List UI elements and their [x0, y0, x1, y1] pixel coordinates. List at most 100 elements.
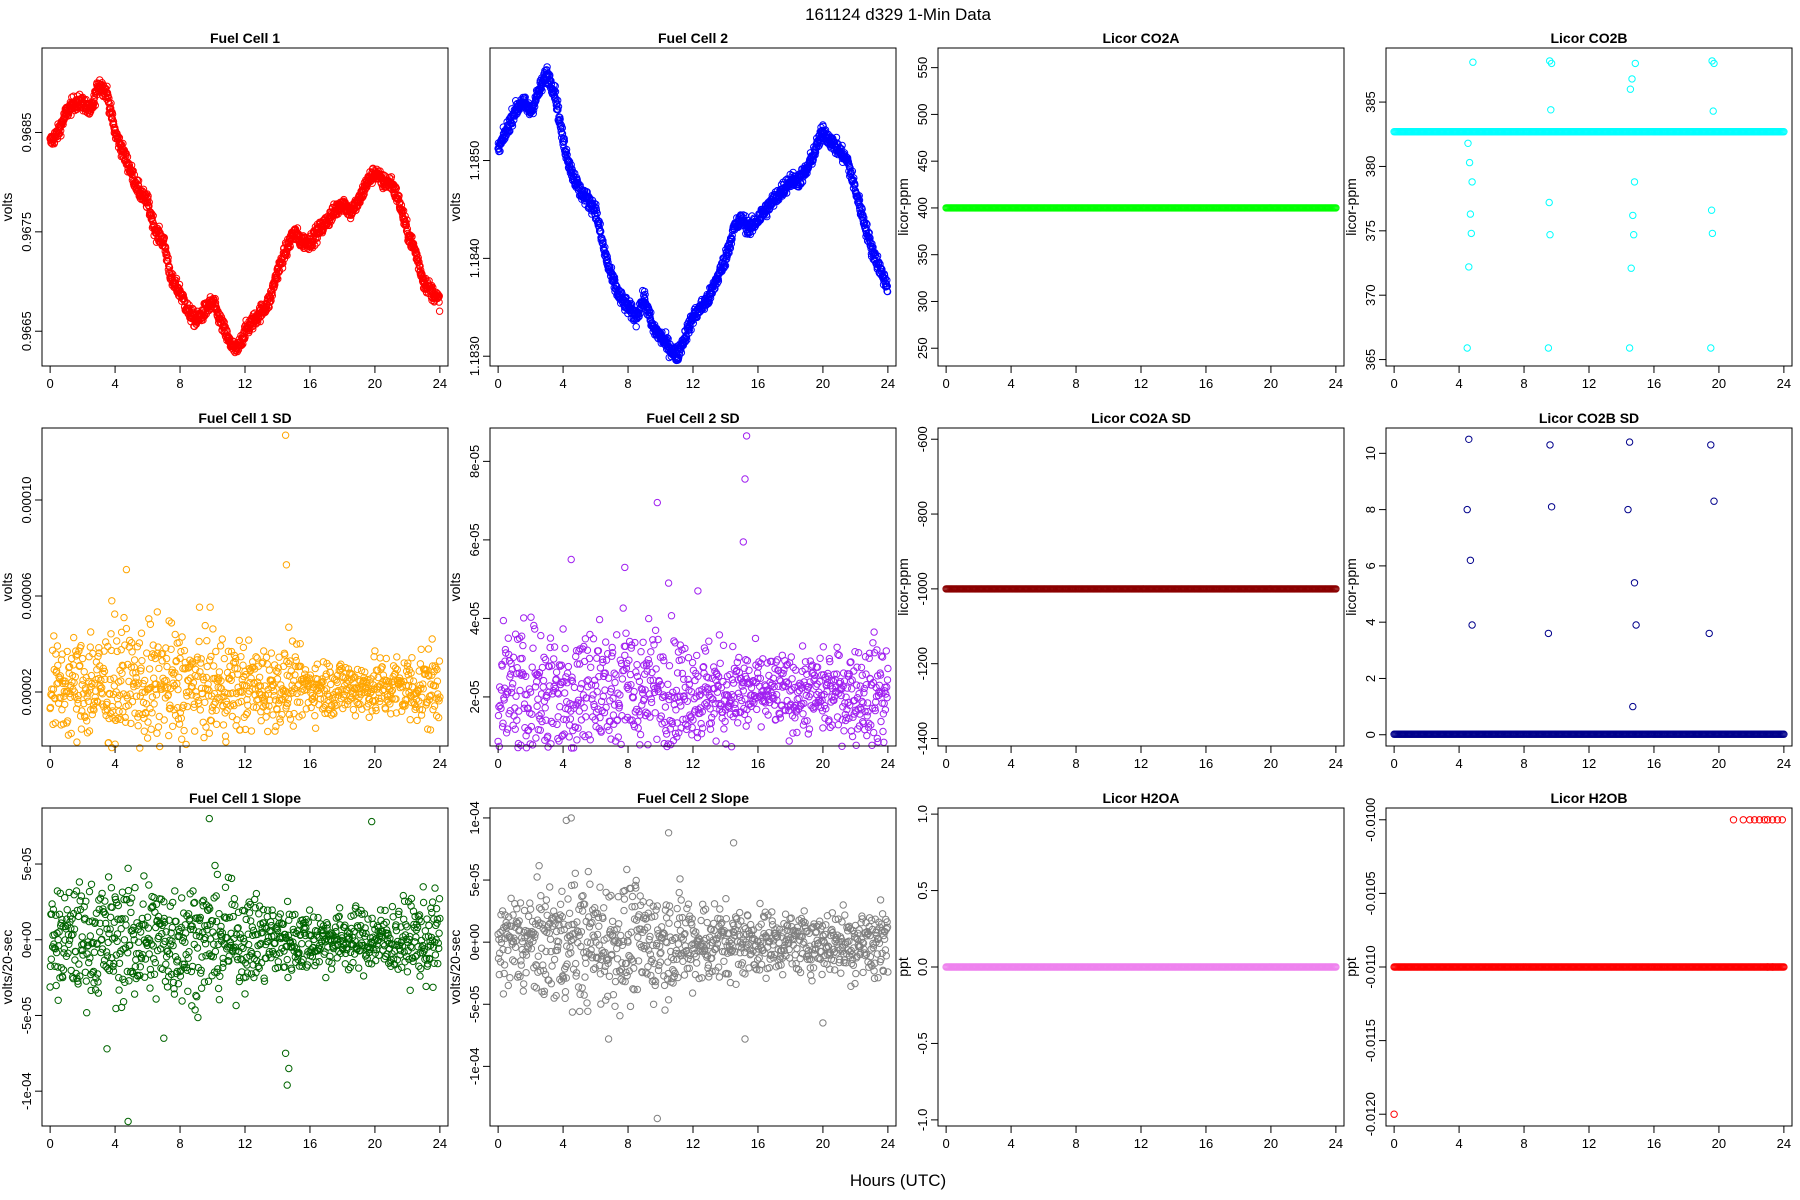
data-point: [203, 637, 211, 645]
data-point: [55, 125, 63, 133]
data-point: [201, 621, 209, 630]
data-point: [353, 665, 362, 674]
y-tick-label: 0.9665: [19, 311, 34, 351]
data-point: [154, 723, 163, 731]
data-point: [160, 716, 168, 724]
data-point: [128, 648, 136, 656]
data-point: [522, 744, 531, 752]
data-point: [351, 712, 360, 720]
data-point: [593, 688, 601, 696]
x-tick-label: 0: [1391, 376, 1398, 391]
data-point: [144, 718, 152, 726]
data-point: [169, 722, 177, 730]
data-point: [264, 727, 272, 736]
data-point: [559, 625, 567, 633]
x-tick-label: 16: [751, 376, 765, 391]
data-point: [206, 603, 214, 611]
data-point: [133, 176, 142, 184]
data-point: [267, 649, 276, 657]
data-point: [289, 722, 297, 730]
data-point: [63, 647, 71, 656]
x-tick-label: 0: [47, 756, 54, 771]
data-point: [265, 666, 274, 674]
y-tick-label: 300: [915, 291, 930, 313]
x-tick-label: 8: [624, 376, 631, 391]
data-point: [160, 233, 169, 242]
data-point: [91, 101, 100, 110]
y-axis-label: licor-ppm: [1343, 178, 1359, 236]
data-point: [553, 720, 561, 729]
data-point: [165, 731, 173, 740]
data-point: [245, 636, 253, 644]
x-tick-label: 20: [368, 376, 382, 391]
figure-xlabel: Hours (UTC): [850, 1171, 946, 1190]
data-point: [1463, 344, 1471, 352]
data-point: [582, 713, 590, 721]
data-point: [120, 613, 128, 622]
data-point: [349, 705, 358, 714]
data-point: [148, 210, 156, 218]
data-point: [83, 729, 92, 737]
data-point: [155, 664, 163, 673]
data-point: [199, 718, 207, 726]
data-point: [232, 722, 240, 730]
data-point: [1465, 263, 1473, 271]
data-point: [552, 668, 561, 676]
y-tick-label: 370: [1363, 284, 1378, 306]
data-point: [235, 636, 244, 645]
data-point: [1707, 206, 1716, 214]
data-point: [80, 668, 88, 676]
data-point: [539, 683, 547, 691]
data-point: [1467, 229, 1476, 238]
panel-title: Licor CO2A: [1102, 30, 1179, 46]
data-point: [147, 725, 155, 733]
data-point: [77, 641, 85, 650]
data-point: [365, 713, 373, 721]
data-point: [228, 712, 237, 721]
data-point: [632, 323, 640, 331]
data-point: [509, 653, 518, 661]
y-tick-label: 0.00006: [19, 573, 34, 620]
data-point: [167, 269, 176, 277]
x-tick-label: 12: [1582, 376, 1596, 391]
y-tick-label: 500: [915, 104, 930, 126]
y-axis-label: volts: [0, 573, 15, 602]
data-point: [537, 631, 545, 640]
data-point: [210, 662, 218, 670]
data-point: [260, 647, 268, 655]
data-point: [153, 608, 162, 616]
data-point: [520, 614, 528, 622]
data-point: [113, 637, 121, 645]
x-tick-label: 20: [816, 376, 830, 391]
data-point: [219, 721, 228, 729]
data-point: [172, 274, 181, 283]
data-point: [527, 613, 535, 621]
data-point: [1546, 231, 1554, 239]
data-point: [550, 643, 559, 651]
data-point: [1628, 75, 1636, 83]
data-point: [1544, 344, 1553, 352]
x-tick-label: 4: [111, 376, 118, 391]
x-tick-label: 24: [1329, 376, 1343, 391]
data-point: [107, 630, 115, 638]
x-tick-label: 20: [1712, 376, 1726, 391]
data-point: [50, 632, 58, 640]
x-tick-label: 24: [433, 756, 447, 771]
data-point: [133, 643, 142, 651]
data-point: [589, 635, 598, 643]
data-point: [1469, 58, 1477, 66]
data-point: [576, 684, 585, 693]
y-tick-label: 250: [915, 337, 930, 359]
y-axis-label: volts: [0, 193, 15, 222]
data-point: [145, 198, 153, 207]
data-point: [140, 727, 149, 735]
data-point: [174, 685, 182, 694]
data-point: [1626, 85, 1635, 93]
data-point: [580, 704, 588, 712]
data-point: [130, 656, 139, 664]
data-point: [570, 683, 579, 692]
data-point: [504, 634, 512, 642]
data-point: [180, 726, 188, 735]
y-tick-label: 400: [915, 197, 930, 219]
